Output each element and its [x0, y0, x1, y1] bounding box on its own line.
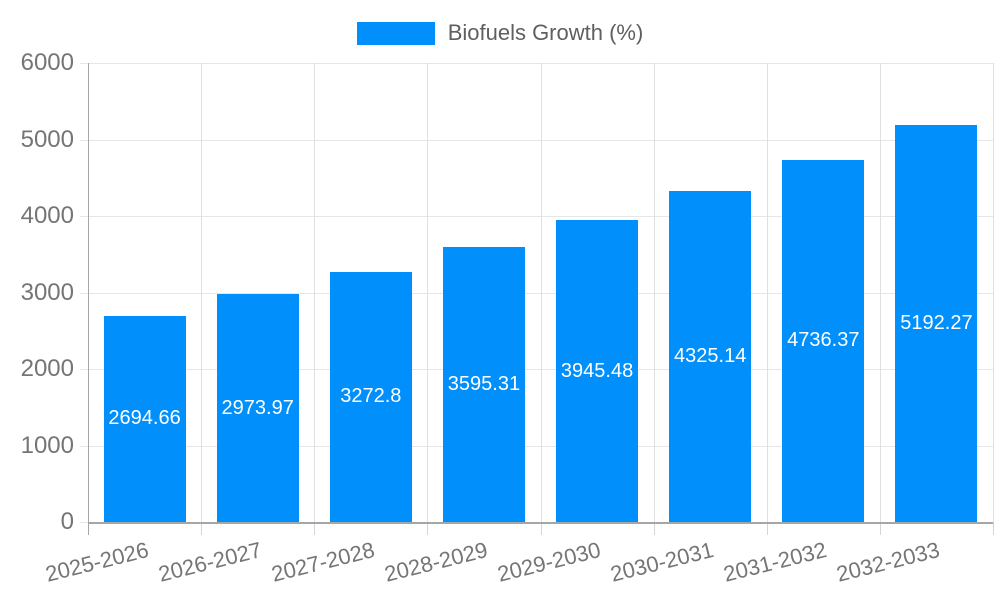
bar-value-label: 3595.31 [447, 372, 521, 395]
bar-2028-2029[interactable]: 3595.31 [442, 246, 525, 522]
y-axis-tick [80, 369, 88, 370]
x-axis-tick [201, 522, 203, 535]
y-axis-tick [80, 445, 88, 447]
gridline-vertical [879, 63, 881, 522]
gridline-vertical [766, 63, 768, 522]
y-axis-tick [80, 139, 88, 141]
bar-2026-2027[interactable]: 2973.97 [216, 294, 299, 522]
bar-2029-2030[interactable]: 3945.48 [556, 220, 639, 522]
bar-2032-2033[interactable]: 5192.27 [895, 124, 978, 522]
x-axis-tick [427, 522, 429, 535]
gridline-vertical [653, 63, 655, 522]
x-axis-line [88, 522, 993, 524]
gridline-vertical [540, 63, 542, 522]
bar-2031-2032[interactable]: 4736.37 [782, 159, 865, 522]
bar-value-label: 2973.97 [221, 396, 294, 419]
chart-legend[interactable]: Biofuels Growth (%) [0, 20, 1000, 46]
bar-value-label: 3272.8 [340, 385, 402, 408]
bar-2025-2026[interactable]: 2694.66 [103, 315, 186, 522]
y-axis-tick [80, 522, 88, 523]
x-axis-tick [766, 522, 768, 535]
bar-value-label: 3945.48 [560, 359, 634, 382]
gridline-vertical [993, 63, 994, 522]
y-axis-tick [80, 292, 88, 294]
gridline-vertical [427, 63, 429, 522]
y-axis-tick-label: 6000 [20, 49, 74, 76]
legend-swatch-icon [356, 21, 435, 45]
bar-value-label: 2694.66 [108, 407, 181, 430]
bar-2027-2028[interactable]: 3272.8 [329, 271, 412, 522]
bar-value-label: 4325.14 [674, 345, 747, 368]
y-axis-tick-label: 5000 [20, 125, 74, 153]
y-axis-tick-label: 4000 [20, 202, 74, 229]
y-axis-tick [80, 63, 88, 64]
x-axis-tick [993, 522, 994, 535]
x-axis-tick [314, 522, 316, 535]
bar-value-label: 4736.37 [787, 329, 860, 352]
legend-label: Biofuels Growth (%) [447, 20, 644, 45]
gridline-vertical [201, 63, 203, 522]
y-axis-tick-label: 0 [60, 508, 74, 535]
gridline-vertical [314, 63, 316, 522]
x-axis-tick [540, 522, 542, 535]
x-axis-tick [653, 522, 655, 535]
bar-2030-2031[interactable]: 4325.14 [669, 191, 752, 522]
x-axis-tick [879, 522, 881, 535]
y-axis-tick [80, 216, 88, 217]
y-axis-tick-label: 1000 [20, 431, 74, 459]
y-axis-tick-label: 2000 [20, 355, 74, 382]
bar-value-label: 5192.27 [900, 311, 973, 334]
y-axis-line [88, 63, 89, 535]
y-axis-tick-label: 3000 [20, 278, 74, 306]
